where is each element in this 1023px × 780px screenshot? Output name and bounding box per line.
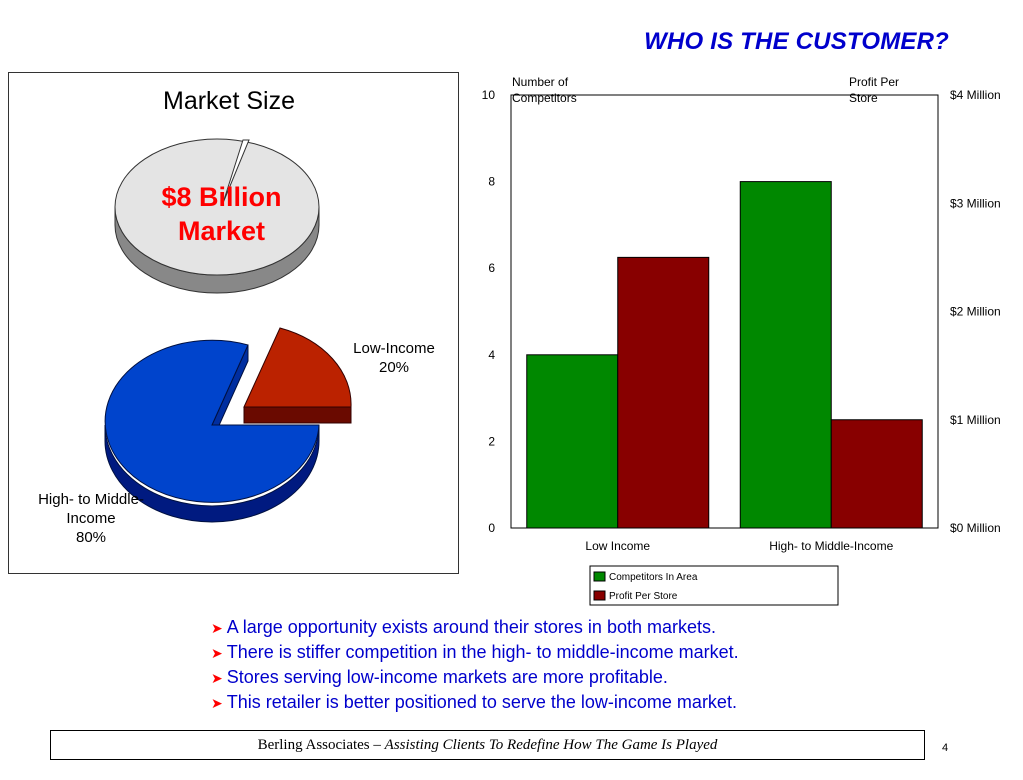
- segment-pie: [104, 327, 352, 523]
- footer-tagline: Assisting Clients To Redefine How The Ga…: [384, 737, 718, 753]
- y-axis-left-label-line1: Number of: [512, 75, 569, 89]
- y-tick-right-label: $4 Million: [950, 88, 1001, 102]
- market-pie-graphics: [104, 138, 352, 523]
- y-axis-left-label-line2: Competitors: [512, 91, 577, 105]
- total-market-pie: [114, 138, 320, 294]
- footer-dash: –: [369, 737, 385, 753]
- y-tick-left-label: 8: [488, 175, 495, 189]
- bullet-item: ➤ This retailer is better positioned to s…: [211, 692, 737, 712]
- y-tick-right-label: $3 Million: [950, 196, 1001, 210]
- total-pie-top: [114, 138, 320, 276]
- high-middle-slice: [104, 339, 320, 503]
- bullet-item: ➤ Stores serving low-income markets are m…: [211, 667, 668, 687]
- market-size-title: Market Size: [163, 87, 295, 115]
- y-tick-left-label: 10: [482, 88, 496, 102]
- bar-profit: [830, 419, 923, 529]
- market-total-line2: Market: [177, 216, 266, 246]
- footer-company: Berling Associates: [257, 737, 370, 753]
- y-tick-right-label: $2 Million: [950, 305, 1001, 319]
- x-tick-label: High- to Middle-Income: [769, 539, 893, 553]
- low-income-slice: [243, 327, 352, 408]
- bar-chart-svg: Number of Competitors Profit Per Store 0 2 4 6 8…: [482, 75, 1001, 606]
- arrow-bullet-icon: ➤: [211, 645, 223, 661]
- arrow-bullet-icon: ➤: [211, 620, 223, 636]
- legend-label: Profit Per Store: [609, 591, 678, 602]
- y-axis-right-label-line1: Profit Per: [849, 75, 899, 89]
- y-axis-right-label-line2: Store: [849, 91, 878, 105]
- arrow-bullet-icon: ➤: [211, 695, 223, 711]
- legend-box: [589, 565, 839, 606]
- market-total-line1: $8 Billion: [161, 182, 282, 212]
- page-number: 4: [942, 742, 949, 754]
- bullet-list: ➤ A large opportunity exists around their…: [211, 615, 911, 715]
- high-middle-income-label: High- to Middle- Income 80%: [38, 491, 144, 546]
- y-tick-left-label: 6: [488, 261, 495, 275]
- low-income-label: Low-Income 20%: [353, 340, 435, 376]
- bullet-item: ➤ A large opportunity exists around their…: [211, 617, 716, 637]
- bar-profit: [617, 256, 710, 529]
- legend-swatch: [593, 571, 606, 582]
- total-pie-slice-line: [222, 139, 250, 204]
- market-size-panel: Market Size $8 Billion Market Low-Income…: [8, 72, 459, 574]
- bullet-item: ➤ There is stiffer competition in the hig…: [211, 642, 739, 662]
- y-tick-left-label: 2: [488, 434, 495, 448]
- y-tick-right-label: $0 Million: [950, 521, 1001, 535]
- y-tick-left-label: 4: [488, 348, 495, 362]
- bar-competitors: [739, 181, 832, 529]
- low-income-slice-side: [243, 406, 352, 424]
- legend-label: Competitors In Area: [609, 572, 698, 583]
- legend-swatch: [593, 590, 606, 601]
- competitors-profit-chart: Number of Competitors Profit Per Store 0 2 4 6 8…: [468, 70, 1020, 610]
- arrow-bullet-icon: ➤: [211, 670, 223, 686]
- footer-banner: Berling Associates – Assisting Clients T…: [50, 730, 925, 760]
- slide-title: WHO IS THE CUSTOMER?: [644, 28, 949, 55]
- y-tick-right-label: $1 Million: [950, 413, 1001, 427]
- bar-competitors: [526, 354, 619, 529]
- y-tick-left-label: 0: [488, 521, 495, 535]
- x-tick-label: Low Income: [585, 539, 650, 553]
- high-middle-slice-side: [104, 424, 320, 523]
